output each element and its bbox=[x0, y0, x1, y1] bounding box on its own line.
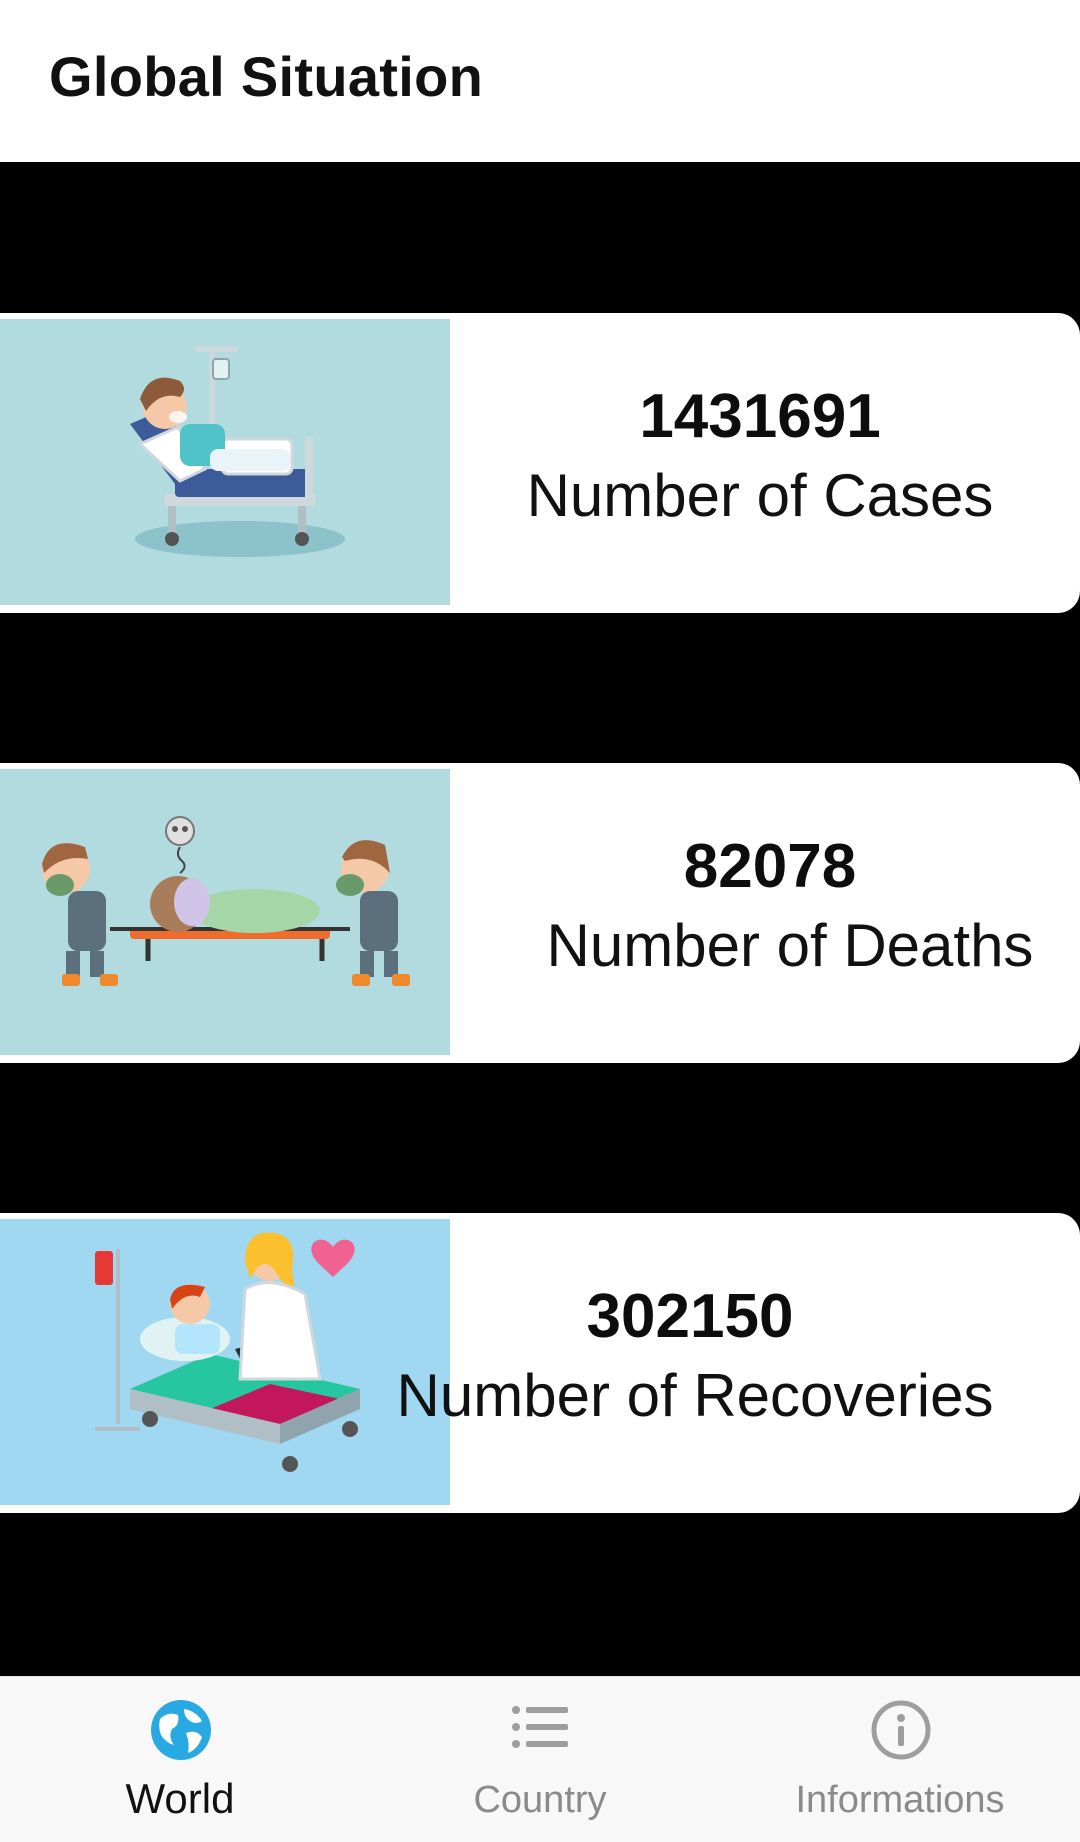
bottom-navigation: World Country bbox=[0, 1676, 1080, 1842]
cases-card[interactable]: 1431691 Number of Cases bbox=[0, 313, 1080, 613]
globe-icon bbox=[150, 1699, 212, 1761]
info-icon bbox=[870, 1699, 932, 1761]
recoveries-text: 302150 Number of Recoveries bbox=[397, 1213, 1080, 1513]
recoveries-card[interactable]: 302150 Number of Recoveries bbox=[0, 1213, 1080, 1513]
recoveries-label: Number of Recoveries bbox=[396, 1362, 994, 1429]
deaths-label: Number of Deaths bbox=[546, 912, 1034, 979]
deaths-text: 82078 Number of Deaths bbox=[450, 763, 1080, 1063]
nav-tab-country[interactable]: Country bbox=[390, 1677, 690, 1842]
nav-label-country: Country bbox=[473, 1779, 607, 1821]
list-icon bbox=[510, 1699, 572, 1761]
page-title: Global Situation bbox=[49, 45, 484, 108]
stretcher-illustration bbox=[0, 769, 450, 1055]
cases-text: 1431691 Number of Cases bbox=[450, 313, 1080, 613]
recoveries-count: 302150 bbox=[586, 1282, 794, 1351]
deaths-count: 82078 bbox=[683, 832, 857, 901]
nav-label-world: World bbox=[125, 1775, 235, 1822]
cases-label: Number of Cases bbox=[526, 462, 994, 529]
nav-tab-world[interactable]: World bbox=[30, 1677, 330, 1842]
nav-label-informations: Informations bbox=[795, 1779, 1005, 1821]
patient-in-bed-illustration bbox=[0, 319, 450, 605]
doctor-and-patient-illustration bbox=[0, 1219, 450, 1505]
app-header: Global Situation bbox=[0, 0, 1080, 162]
cases-count: 1431691 bbox=[639, 382, 881, 451]
deaths-card[interactable]: 82078 Number of Deaths bbox=[0, 763, 1080, 1063]
nav-tab-informations[interactable]: Informations bbox=[750, 1677, 1050, 1842]
